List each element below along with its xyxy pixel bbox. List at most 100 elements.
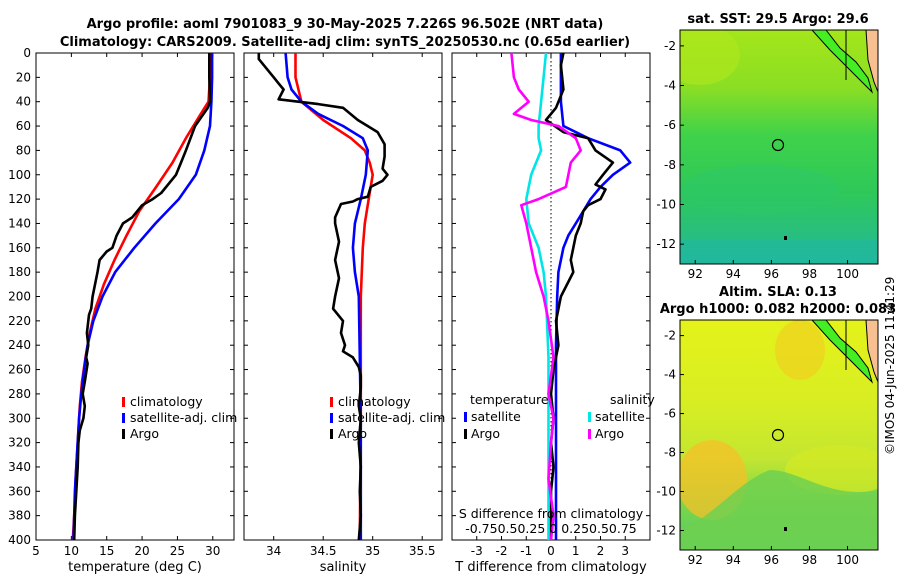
sst-landmass bbox=[865, 30, 878, 93]
map-lat-label: -12 bbox=[656, 237, 676, 251]
difference-xtick-label: -2 bbox=[496, 544, 508, 558]
sst-map: sat. SST: 29.5 Argo: 29.6 92 94 96 98 100 -2 -… bbox=[656, 12, 879, 281]
series-line-argo bbox=[257, 53, 389, 541]
temperature-xlabel: temperature (deg C) bbox=[68, 560, 202, 575]
map-lon-label: 92 bbox=[688, 267, 703, 281]
difference-xtick-label: -3 bbox=[471, 544, 483, 558]
sla-landmass bbox=[865, 320, 878, 383]
sla-map-title-line2: Argo h1000: 0.082 h2000: 0.083 bbox=[660, 302, 896, 317]
map-lon-label: 96 bbox=[764, 267, 779, 281]
legend-label: Argo bbox=[471, 426, 500, 441]
legend-label: satellite bbox=[471, 409, 521, 424]
depth-tick-label: 80 bbox=[16, 143, 31, 157]
depth-tick-label: 180 bbox=[8, 265, 31, 279]
difference-xtick-label: 1 bbox=[572, 544, 580, 558]
legend-title-temperature: temperature bbox=[470, 392, 549, 407]
depth-tick-label: 280 bbox=[8, 387, 31, 401]
sla-low-band bbox=[680, 470, 878, 550]
map-lat-label: -4 bbox=[664, 79, 676, 93]
legend-label: Argo bbox=[338, 426, 367, 441]
sst-coastline-island bbox=[811, 30, 874, 94]
sst-map-title: sat. SST: 29.5 Argo: 29.6 bbox=[687, 12, 868, 27]
depth-tick-label: 40 bbox=[16, 95, 31, 109]
map-lat-label: -12 bbox=[656, 524, 676, 538]
legend-swatch bbox=[464, 429, 467, 439]
series-line-s-argo bbox=[510, 52, 583, 541]
legend-swatch bbox=[330, 429, 333, 439]
map-lat-label: -10 bbox=[656, 485, 676, 499]
legend-label: Argo bbox=[595, 426, 624, 441]
sla-high-patch bbox=[775, 320, 825, 380]
legend-title-salinity: salinity bbox=[610, 392, 655, 407]
legend-swatch bbox=[122, 413, 125, 423]
map-lon-label: 94 bbox=[726, 267, 741, 281]
sla-map-ticks: 92 94 96 98 100 -2 -4 -6 -8 -10 -12 bbox=[656, 329, 859, 567]
temperature-xtick-label: 10 bbox=[64, 544, 79, 558]
legend-swatch bbox=[588, 429, 591, 439]
legend-swatch bbox=[464, 412, 467, 422]
map-lat-label: -8 bbox=[664, 446, 676, 460]
temperature-xtick-label: 20 bbox=[134, 544, 149, 558]
legend-label: Argo bbox=[130, 426, 159, 441]
legend-label: satellite-adj. clim bbox=[130, 410, 237, 425]
map-lat-label: -4 bbox=[664, 368, 676, 382]
depth-tick-label: 60 bbox=[16, 119, 31, 133]
difference-xlabel: T difference from climatology bbox=[454, 560, 647, 575]
profile-panels: 0204060801001201401601802002202402602803… bbox=[8, 46, 655, 575]
map-lon-label: 92 bbox=[688, 553, 703, 567]
difference-xtick-label: 0 bbox=[547, 544, 555, 558]
legend-label: satellite-adj. clim bbox=[338, 410, 445, 425]
temperature-axes-frame bbox=[35, 52, 235, 541]
series-line-satellite-adj-clim bbox=[284, 52, 370, 540]
difference-xtick-label: -1 bbox=[520, 544, 532, 558]
depth-tick-label: 20 bbox=[16, 70, 31, 84]
salinity-difference-axis-label: S difference from climatology bbox=[459, 506, 644, 521]
map-lon-label: 100 bbox=[836, 267, 859, 281]
panel-difference: -3 -2 -1 0 1 2 3 T difference from climatology t… bbox=[451, 52, 655, 575]
map-lat-label: -10 bbox=[656, 198, 676, 212]
legend-swatch bbox=[330, 397, 333, 407]
panel-temperature: 0 20 40 60 80 100 120 140 160 180 200 220 240 260 280 3… bbox=[8, 46, 237, 575]
map-lat-label: -6 bbox=[664, 407, 676, 421]
figure-title-line1: Argo profile: aoml 7901083_9 30-May-2025… bbox=[87, 17, 604, 32]
temperature-xtick-label: 15 bbox=[99, 544, 114, 558]
sla-map-frame bbox=[679, 319, 879, 551]
panel-salinity: 34 34.5 35 35.5 salinity climatologysatellite… bbox=[243, 52, 445, 575]
sla-map: Altim. SLA: 0.13 Argo h1000: 0.082 h2000… bbox=[656, 285, 896, 567]
legend-swatch bbox=[330, 413, 333, 423]
depth-tick-label: 240 bbox=[8, 338, 31, 352]
imos-credit: ©IMOS 04-Jun-2025 11:41:29 bbox=[883, 277, 897, 455]
map-lon-label: 98 bbox=[802, 267, 817, 281]
legend-label: climatology bbox=[130, 394, 203, 409]
series-line-argo bbox=[72, 53, 212, 541]
legend-swatch bbox=[122, 429, 125, 439]
map-lat-label: -2 bbox=[664, 329, 676, 343]
map-lat-label: -2 bbox=[664, 39, 676, 53]
difference-xtick-label: 2 bbox=[597, 544, 605, 558]
map-lon-label: 96 bbox=[764, 553, 779, 567]
depth-tick-label: 320 bbox=[8, 436, 31, 450]
depth-tick-label: 200 bbox=[8, 290, 31, 304]
depth-tick-label: 140 bbox=[8, 216, 31, 230]
sla-map-title-line1: Altim. SLA: 0.13 bbox=[719, 285, 837, 300]
map-lat-label: -8 bbox=[664, 158, 676, 172]
legend-label: climatology bbox=[338, 394, 411, 409]
sst-argo-position-marker bbox=[771, 138, 785, 152]
depth-tick-label: 340 bbox=[8, 460, 31, 474]
map-lon-label: 98 bbox=[802, 553, 817, 567]
depth-tick-label: 120 bbox=[8, 192, 31, 206]
sla-small-island bbox=[784, 527, 787, 531]
map-lon-label: 100 bbox=[836, 553, 859, 567]
sst-green-band bbox=[680, 165, 840, 215]
sst-map-ticks: 92 94 96 98 100 -2 -4 -6 -8 -10 -12 bbox=[656, 39, 859, 281]
sst-map-frame bbox=[679, 29, 879, 265]
depth-tick-label: 0 bbox=[23, 46, 31, 60]
depth-tick-label: 300 bbox=[8, 411, 31, 425]
depth-tick-label: 160 bbox=[8, 241, 31, 255]
legend-label: satellite bbox=[595, 409, 645, 424]
salinity-xtick-label: 34.5 bbox=[310, 544, 337, 558]
salinity-xtick-label: 35.5 bbox=[409, 544, 436, 558]
sla-coastline-island bbox=[811, 320, 874, 384]
